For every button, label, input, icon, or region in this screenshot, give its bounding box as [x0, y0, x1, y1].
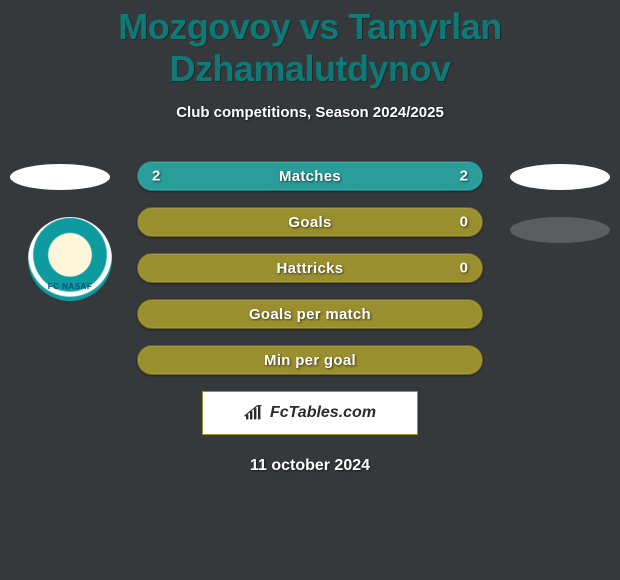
stat-row-goals-per-match: Goals per match: [137, 299, 483, 329]
stat-row-matches: 2 Matches 2: [137, 161, 483, 191]
stat-row-goals: Goals 0: [137, 207, 483, 237]
brand-text: FcTables.com: [270, 404, 376, 422]
club-logo: FC NASAF: [28, 217, 112, 301]
footer-date: 11 october 2024: [0, 457, 620, 475]
club-logo-text: FC NASAF: [48, 282, 92, 291]
stat-label: Matches: [279, 168, 341, 185]
subtitle: Club competitions, Season 2024/2025: [0, 104, 620, 121]
bar-chart-icon: [244, 405, 264, 421]
stat-right-value: 0: [460, 260, 468, 277]
player-right-badge: [510, 164, 610, 190]
stat-left-value: 2: [152, 168, 160, 185]
page-title: Mozgovoy vs Tamyrlan Dzhamalutdynov: [0, 0, 620, 90]
comparison-panel: FC NASAF 2 Matches 2 Goals 0 Hattricks 0…: [0, 161, 620, 475]
player-right-badge-2: [510, 217, 610, 243]
player-left-badge: [10, 164, 110, 190]
brand-box[interactable]: FcTables.com: [202, 391, 418, 435]
stat-row-hattricks: Hattricks 0: [137, 253, 483, 283]
stat-right-value: 0: [460, 214, 468, 231]
stat-row-min-per-goal: Min per goal: [137, 345, 483, 375]
stat-label: Goals per match: [249, 306, 371, 323]
stat-label: Goals: [288, 214, 331, 231]
stat-label: Min per goal: [264, 352, 356, 369]
stat-bars: 2 Matches 2 Goals 0 Hattricks 0 Goals pe…: [137, 161, 483, 375]
stat-right-value: 2: [460, 168, 468, 185]
stat-label: Hattricks: [277, 260, 344, 277]
